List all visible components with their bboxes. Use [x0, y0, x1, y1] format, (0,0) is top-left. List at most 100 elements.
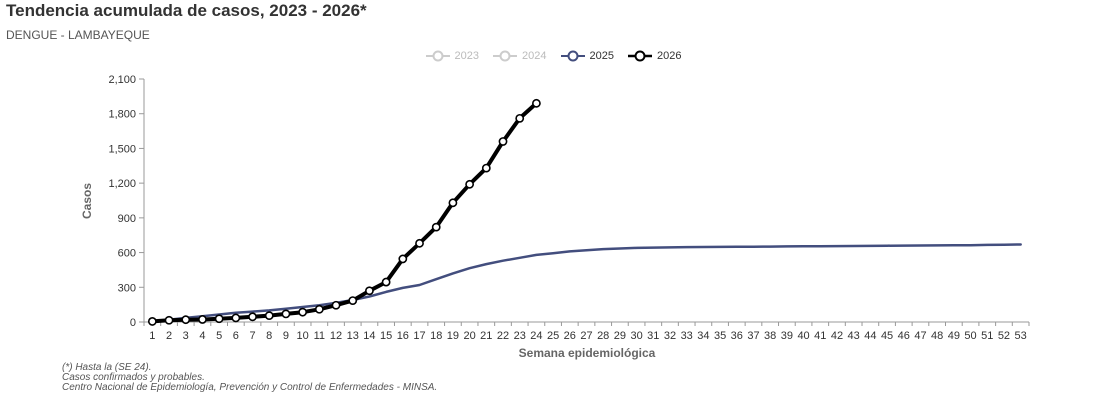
- x-tick-label: 11: [314, 330, 325, 342]
- legend-item-2024[interactable]: 2024: [493, 50, 547, 62]
- data-point-2026[interactable]: [281, 309, 291, 319]
- x-tick-label: 44: [864, 330, 876, 342]
- series-line-2025: [151, 243, 1022, 323]
- footnote-line: (*) Hasta la (SE 24).: [62, 362, 152, 373]
- legend-item-2026[interactable]: 2026: [627, 50, 682, 62]
- x-tick-label: 23: [514, 330, 526, 342]
- x-tick-label: 4: [199, 330, 205, 342]
- x-tick-label: 21: [480, 330, 492, 342]
- data-point-2026[interactable]: [147, 317, 157, 326]
- chart-legend: 2023 2024 2025 2026: [0, 46, 1107, 66]
- legend-label: 2026: [656, 50, 682, 62]
- y-tick-label: 0: [130, 317, 136, 329]
- y-tick-label: 1,800: [108, 109, 136, 121]
- data-point-2026[interactable]: [198, 315, 207, 324]
- data-point-2026[interactable]: [348, 296, 358, 305]
- chart-title: Tendencia acumulada de casos, 2023 - 202…: [6, 1, 367, 20]
- data-point-2026[interactable]: [398, 254, 408, 264]
- x-tick-label: 3: [183, 330, 189, 342]
- x-tick-label: 5: [216, 330, 222, 342]
- data-point-2026[interactable]: [415, 238, 424, 248]
- x-tick-label: 35: [714, 330, 726, 342]
- data-point-2026[interactable]: [331, 300, 341, 310]
- data-point-2026[interactable]: [264, 311, 274, 321]
- data-point-2026[interactable]: [498, 137, 508, 146]
- x-tick-label: 50: [964, 330, 976, 342]
- data-point-2026[interactable]: [248, 312, 257, 322]
- legend-label: 2023: [454, 50, 480, 62]
- x-tick-label: 7: [249, 330, 255, 342]
- x-tick-label: 6: [233, 330, 239, 342]
- x-tick-label: 2: [166, 330, 172, 342]
- footnote-line: Casos confirmados y probables.: [62, 372, 205, 383]
- data-point-2026[interactable]: [181, 315, 191, 325]
- legend-line-marker-icon: [425, 50, 450, 62]
- x-tick-label: 24: [530, 330, 542, 342]
- legend-line-marker-icon: [493, 50, 518, 62]
- data-point-2026[interactable]: [214, 314, 224, 324]
- x-tick-label: 47: [914, 330, 926, 342]
- x-tick-label: 42: [831, 330, 843, 342]
- x-tick-label: 41: [814, 330, 826, 342]
- x-tick-label: 34: [697, 330, 709, 342]
- x-tick-label: 8: [266, 330, 272, 342]
- x-tick-label: 1: [149, 330, 155, 342]
- x-tick-label: 46: [898, 330, 910, 342]
- x-tick-label: 39: [781, 330, 793, 342]
- data-point-2026[interactable]: [481, 163, 491, 173]
- data-point-2026[interactable]: [298, 307, 308, 317]
- x-axis: 1 2 3 4 5 6 7 8 9 10 11 12 13 14 15 16 17 18 19 20 21 22 23 24 2…: [143, 321, 1030, 342]
- x-tick-label: 25: [547, 330, 559, 342]
- x-tick-label: 12: [330, 330, 342, 342]
- x-tick-label: 36: [731, 330, 743, 342]
- legend-line-marker-icon: [627, 50, 652, 62]
- y-tick-label: 2,100: [108, 74, 136, 86]
- y-axis-title: Casos: [80, 183, 94, 219]
- x-tick-label: 18: [430, 330, 442, 342]
- x-tick-label: 49: [948, 330, 960, 342]
- x-tick-label: 52: [998, 330, 1010, 342]
- x-tick-label: 28: [597, 330, 609, 342]
- x-tick-label: 26: [564, 330, 576, 342]
- legend-label: 2025: [589, 50, 614, 62]
- data-point-2026[interactable]: [381, 277, 391, 287]
- legend-item-2023[interactable]: 2023: [425, 50, 480, 62]
- x-tick-label: 45: [881, 330, 893, 342]
- x-tick-label: 51: [981, 330, 993, 342]
- legend-label: 2024: [522, 50, 547, 62]
- x-tick-label: 9: [283, 330, 289, 342]
- y-tick-label: 1,500: [108, 143, 136, 155]
- x-tick-label: 16: [397, 330, 409, 342]
- y-tick-label: 300: [118, 282, 136, 294]
- data-point-2026[interactable]: [314, 304, 324, 314]
- x-tick-label: 19: [447, 330, 459, 342]
- footnote-line: Centro Nacional de Epidemiología, Preven…: [62, 382, 438, 393]
- data-point-2026[interactable]: [431, 222, 441, 232]
- x-tick-label: 15: [380, 330, 392, 342]
- y-tick-label: 1,200: [108, 178, 136, 190]
- x-tick-label: 53: [1015, 330, 1027, 342]
- footnotes: (*) Hasta la (SE 24). Casos confirmados …: [62, 363, 437, 393]
- y-tick-label: 600: [118, 248, 136, 260]
- data-point-2026[interactable]: [465, 179, 475, 189]
- x-tick-label: 10: [297, 330, 309, 342]
- data-point-2026[interactable]: [231, 313, 241, 323]
- x-tick-label: 40: [797, 330, 809, 342]
- data-point-2026[interactable]: [365, 286, 374, 296]
- legend-item-2025[interactable]: 2025: [560, 50, 614, 62]
- x-tick-label: 27: [580, 330, 592, 342]
- series-layer: [147, 98, 1022, 326]
- data-point-2026[interactable]: [448, 198, 458, 208]
- data-point-2026[interactable]: [532, 98, 541, 108]
- chart-subtitle: DENGUE - LAMBAYEQUE: [6, 28, 150, 42]
- x-tick-label: 37: [747, 330, 759, 342]
- data-point-2026[interactable]: [164, 315, 174, 325]
- data-point-2026[interactable]: [515, 113, 525, 123]
- legend-line-marker-icon: [560, 50, 585, 62]
- x-tick-label: 13: [347, 330, 359, 342]
- x-tick-label: 38: [764, 330, 776, 342]
- x-tick-label: 20: [463, 330, 475, 342]
- x-tick-label: 31: [647, 330, 659, 342]
- x-tick-label: 14: [363, 330, 375, 342]
